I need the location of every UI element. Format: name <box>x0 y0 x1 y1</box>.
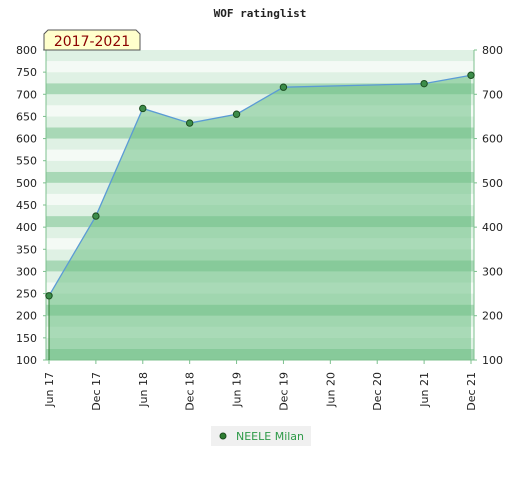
y-right-tick-label: 600 <box>482 133 503 146</box>
x-tick-label: Dec 18 <box>184 372 197 411</box>
y-left-tick-label: 250 <box>16 288 37 301</box>
y-left-tick-label: 650 <box>16 110 37 123</box>
series-line <box>48 74 472 297</box>
area-layer <box>48 74 472 360</box>
x-axis-ticks: Jun 17 Dec 17 Jun 18 Dec 18 Jun 19 Dec 19 Jun … <box>43 360 478 411</box>
data-point[interactable] <box>279 83 288 91</box>
chart-title: WOF ratinglist <box>214 7 307 20</box>
period-label-background <box>43 29 141 51</box>
x-tick-label: Jun 18 <box>137 372 150 408</box>
x-tick-label: Dec 17 <box>90 372 103 411</box>
data-point[interactable] <box>92 212 100 220</box>
legend-marker-icon <box>219 432 227 440</box>
x-tick-label: Jun 20 <box>324 372 337 408</box>
y-left-tick-label: 300 <box>16 265 37 278</box>
y-left-tick-label: 350 <box>16 243 37 256</box>
y-left-tick-label: 600 <box>16 133 37 146</box>
legend-background <box>211 426 311 446</box>
y-right-tick-label: 500 <box>482 177 503 190</box>
period-label: 2017-2021 <box>54 34 130 50</box>
legend[interactable]: NEELE Milan <box>211 426 311 446</box>
background-band <box>46 94 474 106</box>
y-left-tick-label: 500 <box>16 177 37 190</box>
y-right-tick-label: 400 <box>482 221 503 234</box>
period-label-box: 2017-2021 <box>43 29 141 51</box>
data-points <box>45 71 475 300</box>
y-left-tick-label: 750 <box>16 66 37 79</box>
x-tick-label: Dec 21 <box>465 372 478 411</box>
data-point[interactable] <box>45 292 53 300</box>
y-right-tick-label: 100 <box>482 354 503 367</box>
background-band <box>46 50 474 62</box>
x-tick-label: Dec 20 <box>371 372 384 411</box>
y-right-tick-label: 700 <box>482 88 503 101</box>
data-point[interactable] <box>139 104 147 113</box>
x-tick-label: Jun 19 <box>231 372 244 408</box>
background-band <box>46 61 474 73</box>
x-tick-label: Dec 19 <box>277 372 290 411</box>
y-left-tick-label: 100 <box>16 354 37 367</box>
x-tick-label: Jun 21 <box>418 372 431 408</box>
y-axis-left-ticks: 100 150 200 250 300 350 400 450 500 550 600 650 700 7… <box>16 44 46 367</box>
data-point[interactable] <box>185 119 194 127</box>
data-point[interactable] <box>467 71 475 79</box>
y-left-tick-label: 400 <box>16 221 37 234</box>
y-left-tick-label: 450 <box>16 199 37 212</box>
y-left-tick-label: 700 <box>16 88 37 101</box>
x-tick-label: Jun 17 <box>43 372 56 408</box>
y-left-tick-label: 200 <box>16 310 37 323</box>
y-axis-right-ticks: 100 200 300 400 500 600 700 800 <box>474 44 503 367</box>
data-point[interactable] <box>420 79 428 88</box>
data-point[interactable] <box>232 110 241 118</box>
y-left-tick-label: 550 <box>16 155 37 168</box>
series-area <box>49 75 471 360</box>
y-right-tick-label: 300 <box>482 265 503 278</box>
y-right-tick-label: 800 <box>482 44 503 57</box>
legend-series-name: NEELE Milan <box>236 430 304 443</box>
y-right-tick-label: 200 <box>482 310 503 323</box>
y-left-tick-label: 150 <box>16 332 37 345</box>
background-band <box>46 83 474 95</box>
y-left-tick-label: 800 <box>16 44 37 57</box>
background-band <box>46 72 474 84</box>
